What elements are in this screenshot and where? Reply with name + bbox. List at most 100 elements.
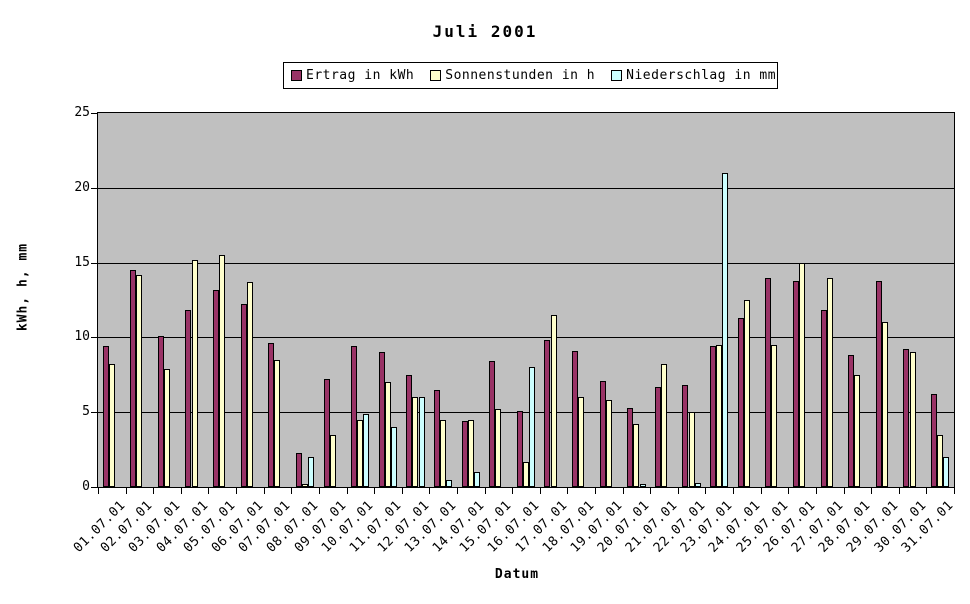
- legend-item-niederschlag: Niederschlag in mm: [611, 68, 776, 83]
- bar-sonnenstunden-10.07.01: [357, 420, 363, 487]
- bar-ertrag-30.07.01: [903, 349, 909, 487]
- legend-label-niederschlag: Niederschlag in mm: [626, 68, 777, 83]
- y-tick-label-25: 25: [74, 105, 90, 120]
- gridline-20: [98, 188, 954, 189]
- bar-sonnenstunden-08.07.01: [302, 484, 308, 487]
- x-tick-mark-3: [181, 488, 182, 494]
- bar-ertrag-07.07.01: [268, 343, 274, 487]
- bar-ertrag-02.07.01: [130, 270, 136, 487]
- legend-swatch-sonnenstunden: [430, 70, 442, 81]
- x-tick-mark-17: [567, 488, 568, 494]
- bar-sonnenstunden-30.07.01: [910, 352, 916, 487]
- y-tick-mark-10: [91, 337, 97, 338]
- bar-ertrag-31.07.01: [931, 394, 937, 487]
- bar-ertrag-12.07.01: [406, 375, 412, 487]
- bar-niederschlag-20.07.01: [640, 484, 646, 487]
- bar-sonnenstunden-27.07.01: [827, 278, 833, 487]
- bar-sonnenstunden-14.07.01: [468, 420, 474, 487]
- plot-area: [97, 112, 955, 488]
- y-tick-label-5: 5: [82, 404, 90, 419]
- bar-ertrag-10.07.01: [351, 346, 357, 487]
- bar-sonnenstunden-02.07.01: [136, 275, 142, 487]
- bar-sonnenstunden-22.07.01: [689, 412, 695, 487]
- bar-sonnenstunden-23.07.01: [716, 345, 722, 487]
- bar-ertrag-03.07.01: [158, 336, 164, 487]
- bar-ertrag-11.07.01: [379, 352, 385, 487]
- x-tick-mark-24: [761, 488, 762, 494]
- bar-sonnenstunden-11.07.01: [385, 382, 391, 487]
- x-tick-mark-16: [540, 488, 541, 494]
- x-tick-mark-20: [650, 488, 651, 494]
- bar-sonnenstunden-26.07.01: [799, 263, 805, 487]
- legend-label-ertrag: Ertrag in kWh: [306, 68, 415, 83]
- x-tick-mark-13: [457, 488, 458, 494]
- bar-ertrag-28.07.01: [848, 355, 854, 487]
- bar-niederschlag-23.07.01: [722, 173, 728, 487]
- x-tick-mark-19: [623, 488, 624, 494]
- y-tick-mark-25: [91, 113, 97, 114]
- bar-ertrag-23.07.01: [710, 346, 716, 487]
- bar-niederschlag-22.07.01: [695, 483, 701, 487]
- legend-swatch-ertrag: [291, 70, 302, 81]
- bar-sonnenstunden-12.07.01: [412, 397, 418, 487]
- bar-ertrag-19.07.01: [600, 381, 606, 487]
- bar-sonnenstunden-13.07.01: [440, 420, 446, 487]
- bar-ertrag-09.07.01: [324, 379, 330, 487]
- x-tick-mark-14: [485, 488, 486, 494]
- legend-item-ertrag: Ertrag in kWh: [291, 68, 414, 83]
- bar-sonnenstunden-25.07.01: [771, 345, 777, 487]
- bar-ertrag-04.07.01: [185, 310, 191, 487]
- legend-item-sonnenstunden: Sonnenstunden in h: [430, 68, 595, 83]
- x-tick-mark-18: [595, 488, 596, 494]
- x-tick-mark-27: [844, 488, 845, 494]
- y-tick-label-0: 0: [82, 479, 90, 494]
- bar-ertrag-25.07.01: [765, 278, 771, 487]
- x-tick-mark-12: [429, 488, 430, 494]
- bar-niederschlag-08.07.01: [308, 457, 314, 487]
- plot-inner: [98, 113, 954, 487]
- x-tick-mark-8: [319, 488, 320, 494]
- bar-sonnenstunden-24.07.01: [744, 300, 750, 487]
- gridline-15: [98, 263, 954, 264]
- bar-sonnenstunden-21.07.01: [661, 364, 667, 487]
- bar-ertrag-21.07.01: [655, 387, 661, 487]
- y-tick-label-15: 15: [74, 255, 90, 270]
- x-tick-mark-0: [98, 488, 99, 494]
- bar-sonnenstunden-07.07.01: [274, 360, 280, 487]
- chart-title: Juli 2001: [432, 22, 538, 41]
- bar-ertrag-05.07.01: [213, 290, 219, 487]
- bar-ertrag-01.07.01: [103, 346, 109, 487]
- bar-sonnenstunden-15.07.01: [495, 409, 501, 487]
- x-tick-mark-6: [264, 488, 265, 494]
- x-tick-mark-25: [788, 488, 789, 494]
- bar-sonnenstunden-28.07.01: [854, 375, 860, 487]
- bar-ertrag-14.07.01: [462, 421, 468, 487]
- x-tick-mark-1: [126, 488, 127, 494]
- bar-ertrag-29.07.01: [876, 281, 882, 487]
- y-tick-mark-0: [91, 487, 97, 488]
- bar-ertrag-06.07.01: [241, 304, 247, 487]
- x-tick-mark-21: [678, 488, 679, 494]
- bar-sonnenstunden-06.07.01: [247, 282, 253, 487]
- x-axis-title: Datum: [494, 567, 540, 582]
- bar-sonnenstunden-03.07.01: [164, 369, 170, 487]
- bar-ertrag-16.07.01: [517, 411, 523, 487]
- bar-niederschlag-10.07.01: [363, 414, 369, 487]
- x-tick-mark-23: [733, 488, 734, 494]
- bar-ertrag-20.07.01: [627, 408, 633, 487]
- bar-sonnenstunden-20.07.01: [633, 424, 639, 487]
- x-tick-mark-31: [954, 488, 955, 494]
- legend: Ertrag in kWh Sonnenstunden in h Nieders…: [283, 62, 778, 89]
- bar-ertrag-26.07.01: [793, 281, 799, 487]
- legend-swatch-niederschlag: [611, 70, 623, 81]
- bar-niederschlag-14.07.01: [474, 472, 480, 487]
- bar-niederschlag-31.07.01: [943, 457, 949, 487]
- gridline-5: [98, 412, 954, 413]
- bar-sonnenstunden-17.07.01: [551, 315, 557, 487]
- bar-ertrag-24.07.01: [738, 318, 744, 487]
- bar-sonnenstunden-04.07.01: [192, 260, 198, 487]
- y-tick-label-20: 20: [74, 180, 90, 195]
- x-tick-mark-7: [291, 488, 292, 494]
- bar-niederschlag-12.07.01: [419, 397, 425, 487]
